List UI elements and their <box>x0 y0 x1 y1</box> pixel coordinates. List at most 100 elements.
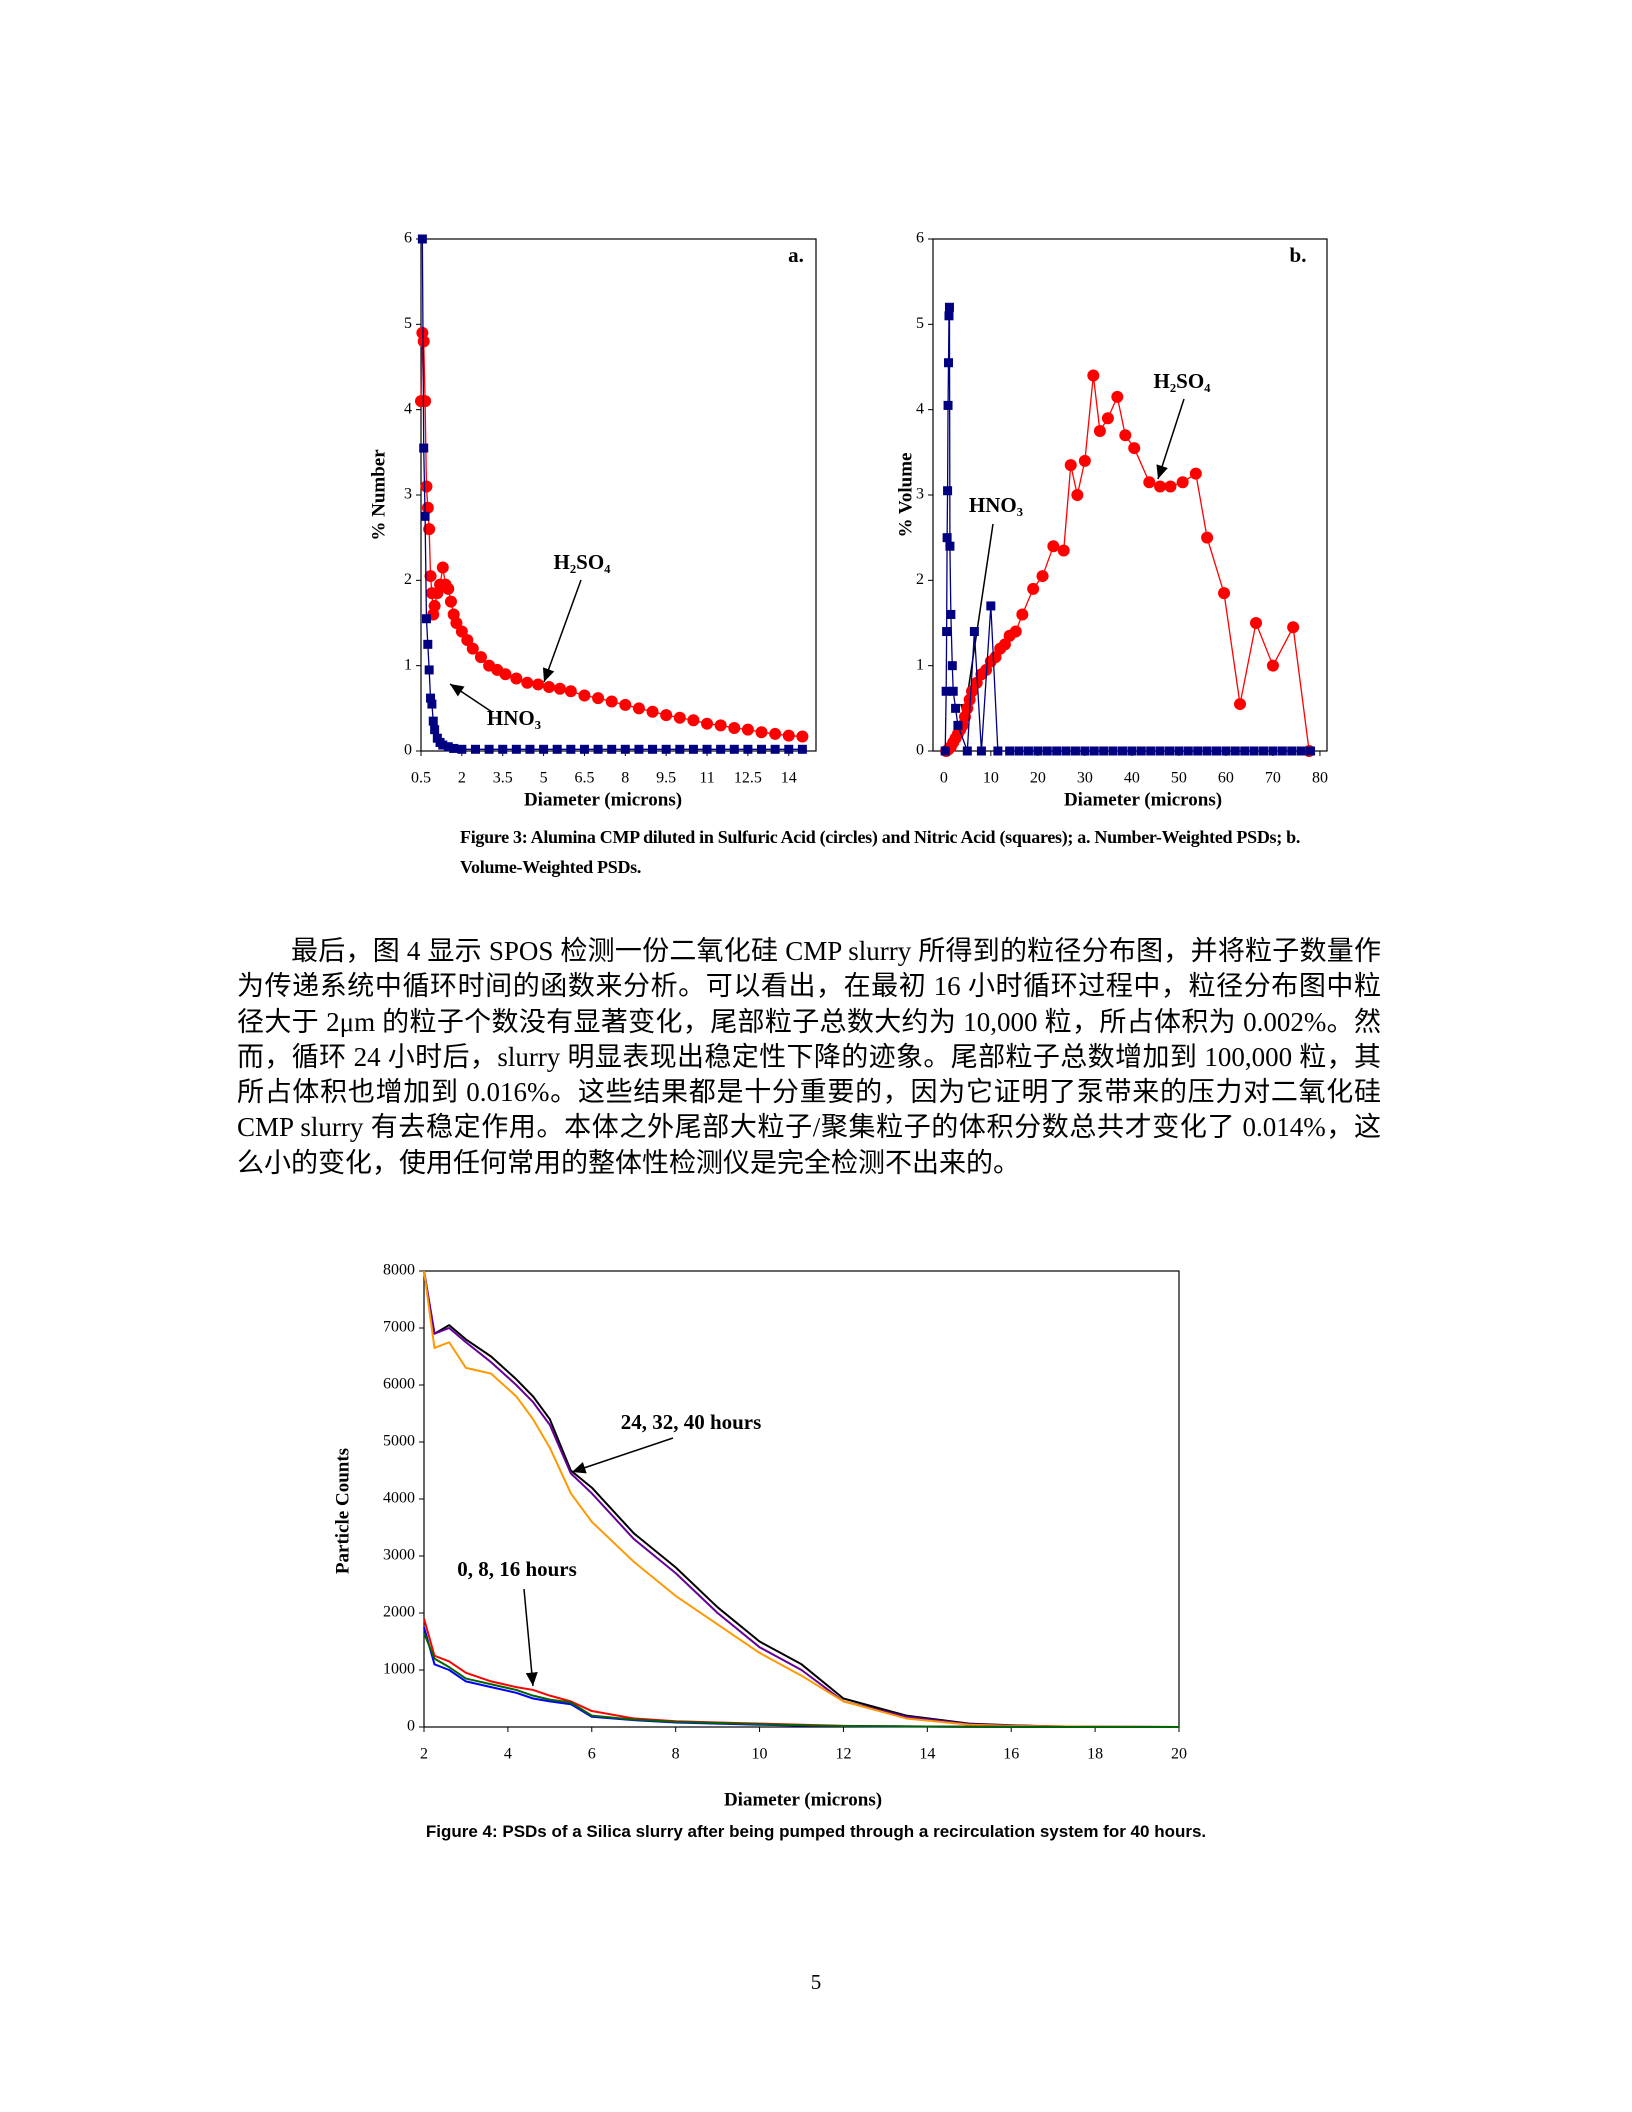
data-point <box>424 665 434 675</box>
x-tick-label: 16 <box>1003 1746 1019 1763</box>
y-tick-label: 1 <box>916 656 924 673</box>
data-point <box>757 744 767 754</box>
arrow <box>449 683 493 713</box>
data-point <box>470 744 480 754</box>
data-point <box>620 744 630 754</box>
data-point <box>420 480 433 493</box>
data-point <box>646 705 659 718</box>
annotation: 24, 32, 40 hours <box>621 1410 762 1434</box>
x-tick-label: 18 <box>1087 1746 1103 1763</box>
data-point <box>543 681 556 693</box>
series-line <box>423 1632 1179 1728</box>
data-point <box>1277 746 1287 756</box>
x-tick-label: 20 <box>1030 770 1046 787</box>
data-point <box>1164 746 1174 756</box>
data-point <box>944 358 954 368</box>
x-tick-label: 40 <box>1124 770 1140 787</box>
x-tick-label: 6 <box>588 1746 596 1763</box>
data-point <box>1047 540 1060 553</box>
data-point <box>1042 746 1052 756</box>
data-point <box>1174 746 1184 756</box>
data-point <box>564 685 577 698</box>
data-point <box>566 744 576 754</box>
data-point <box>619 698 632 711</box>
data-point <box>1061 746 1071 756</box>
data-point <box>1189 467 1202 480</box>
data-point <box>1136 746 1146 756</box>
data-point <box>1146 746 1156 756</box>
data-point <box>474 651 487 664</box>
data-point <box>947 661 957 671</box>
x-tick-label: 12 <box>835 1746 851 1763</box>
arrow <box>571 1437 674 1474</box>
y-tick-label: 5 <box>916 315 924 332</box>
annotation: HNO₃ <box>969 493 1023 517</box>
data-point <box>675 744 685 754</box>
data-point <box>1164 480 1177 493</box>
data-point <box>1234 698 1247 711</box>
arrow <box>523 1588 538 1687</box>
data-point <box>1009 625 1022 638</box>
data-point <box>1240 746 1250 756</box>
data-point <box>1250 617 1263 629</box>
plot-frame <box>420 238 817 752</box>
x-tick-label: 8 <box>621 770 629 787</box>
data-point <box>755 726 768 739</box>
data-point <box>605 695 618 708</box>
x-tick-label: 2 <box>420 1746 428 1763</box>
x-tick-label: 0.5 <box>411 770 431 787</box>
data-point <box>592 692 605 705</box>
data-point <box>455 625 468 638</box>
data-point <box>484 744 494 754</box>
panel-label: b. <box>1290 243 1307 267</box>
x-tick-label: 50 <box>1171 770 1187 787</box>
data-point <box>1093 425 1106 437</box>
y-tick-label: 6 <box>404 230 412 247</box>
data-point <box>444 595 457 608</box>
x-tick-label: 14 <box>781 770 797 787</box>
data-point <box>510 672 523 685</box>
figure-caption: Figure 4: PSDs of a Silica slurry after … <box>425 1822 1207 1841</box>
annotation: H₂SO₄ <box>554 550 612 574</box>
x-tick-label: 14 <box>919 1746 935 1763</box>
x-tick-label: 3.5 <box>493 770 513 787</box>
arrow <box>542 579 582 683</box>
data-point <box>1108 746 1118 756</box>
y-tick-label: 2000 <box>383 1604 415 1621</box>
data-point <box>1268 746 1278 756</box>
data-point <box>511 744 521 754</box>
y-tick-label: 5000 <box>383 1433 415 1450</box>
data-point <box>525 744 535 754</box>
data-point <box>1287 746 1297 756</box>
data-point <box>741 723 754 736</box>
data-point <box>449 743 459 753</box>
data-point <box>1078 454 1091 467</box>
data-point <box>532 678 545 691</box>
data-point <box>1117 746 1127 756</box>
data-point <box>421 614 431 624</box>
data-point <box>993 746 1003 756</box>
series-line <box>420 332 803 738</box>
data-point <box>1064 459 1077 472</box>
data-point <box>1202 746 1212 756</box>
data-point <box>1005 746 1015 756</box>
data-point <box>943 486 953 496</box>
data-point <box>632 702 645 715</box>
data-point <box>743 744 753 754</box>
data-point <box>1016 608 1029 621</box>
data-point <box>1221 746 1231 756</box>
data-point <box>1127 746 1137 756</box>
data-point <box>728 721 741 734</box>
data-point <box>607 744 617 754</box>
data-point <box>716 744 726 754</box>
data-point <box>688 744 698 754</box>
data-point <box>969 627 979 637</box>
data-point <box>1218 587 1231 600</box>
data-point <box>593 744 603 754</box>
data-point <box>466 642 479 655</box>
data-point <box>428 599 441 612</box>
series-line <box>944 306 1311 752</box>
data-point <box>953 720 963 730</box>
